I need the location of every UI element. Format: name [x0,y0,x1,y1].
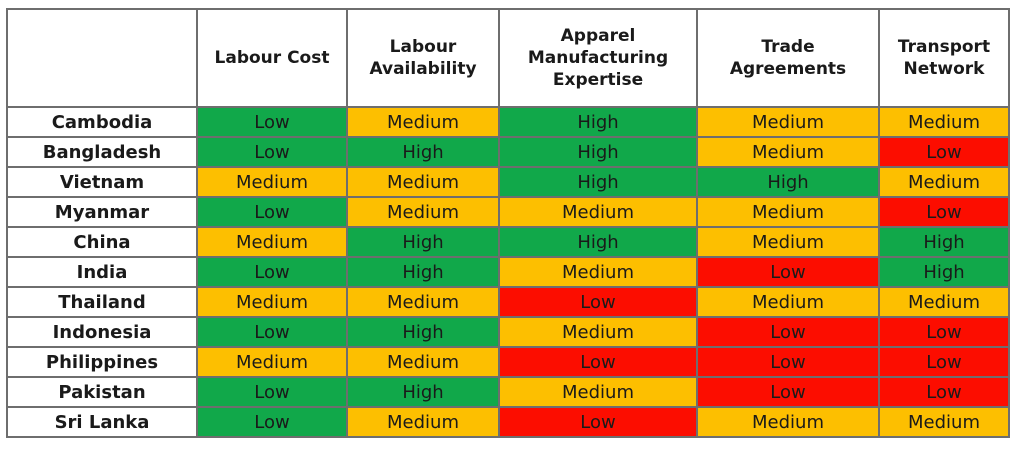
rating-cell: Low [498,286,698,318]
rating-cell: Low [696,376,880,408]
rating-cell: High [346,256,500,288]
row-country-label: Sri Lanka [6,406,198,438]
rating-cell: Medium [346,406,500,438]
table-row: China Medium High High Medium High [6,226,1010,258]
rating-cell: High [346,376,500,408]
rating-cell: Low [196,196,348,228]
rating-cell: Low [196,376,348,408]
comparison-table-container: Labour Cost Labour Availability Apparel Manu… [6,8,1010,438]
rating-cell: Medium [696,226,880,258]
rating-cell: Medium [196,166,348,198]
column-header-line: Network [903,59,985,79]
corner-cell [6,8,198,108]
column-header-line: Apparel [560,26,636,46]
column-header: Transport Network [878,8,1010,108]
table-row: Thailand Medium Medium Low Medium Medium [6,286,1010,318]
rating-cell: Low [196,256,348,288]
rating-cell: Medium [196,286,348,318]
rating-cell: High [498,226,698,258]
column-header: Trade Agreements [696,8,880,108]
rating-cell: Medium [878,106,1010,138]
rating-cell: Medium [696,286,880,318]
table-row: Indonesia Low High Medium Low Low [6,316,1010,348]
column-header-line: Trade [761,37,815,57]
rating-cell: High [878,256,1010,288]
column-header: Labour Cost [196,8,348,108]
table-row: Vietnam Medium Medium High High Medium [6,166,1010,198]
table-row: Cambodia Low Medium High Medium Medium [6,106,1010,138]
rating-cell: Medium [878,406,1010,438]
column-header: Labour Availability [346,8,500,108]
rating-cell: Low [696,346,880,378]
rating-cell: Medium [346,196,500,228]
row-country-label: Cambodia [6,106,198,138]
rating-cell: Low [878,346,1010,378]
row-country-label: Myanmar [6,196,198,228]
table-body: Cambodia Low Medium High Medium Medium Banglad… [6,106,1010,438]
rating-cell: Low [696,256,880,288]
rating-cell: Medium [498,196,698,228]
rating-cell: Low [196,316,348,348]
header-row: Labour Cost Labour Availability Apparel Manu… [6,8,1010,108]
rating-cell: Low [878,376,1010,408]
rating-cell: Low [196,106,348,138]
column-header-line: Manufacturing [527,48,669,68]
table-row: Philippines Medium Medium Low Low Low [6,346,1010,378]
rating-cell: Medium [498,256,698,288]
row-country-label: Pakistan [6,376,198,408]
rating-cell: Medium [346,286,500,318]
column-header-line: Expertise [552,70,644,90]
table-row: Myanmar Low Medium Medium Medium Low [6,196,1010,228]
table-row: Pakistan Low High Medium Low Low [6,376,1010,408]
rating-cell: High [346,136,500,168]
rating-cell: Medium [878,286,1010,318]
rating-cell: Low [498,406,698,438]
column-header: Apparel Manufacturing Expertise [498,8,698,108]
country-comparison-table: Labour Cost Labour Availability Apparel Manu… [6,8,1010,438]
rating-cell: High [696,166,880,198]
rating-cell: Medium [696,196,880,228]
rating-cell: Medium [696,106,880,138]
rating-cell: Medium [196,346,348,378]
row-country-label: India [6,256,198,288]
rating-cell: Medium [196,226,348,258]
row-country-label: Philippines [6,346,198,378]
rating-cell: Medium [696,406,880,438]
rating-cell: High [498,136,698,168]
row-country-label: China [6,226,198,258]
rating-cell: Low [196,406,348,438]
rating-cell: High [498,166,698,198]
row-country-label: Thailand [6,286,198,318]
rating-cell: Low [878,316,1010,348]
rating-cell: Medium [346,166,500,198]
rating-cell: Medium [346,106,500,138]
rating-cell: Medium [346,346,500,378]
rating-cell: High [346,316,500,348]
table-row: India Low High Medium Low High [6,256,1010,288]
rating-cell: High [878,226,1010,258]
column-header-line: Labour Cost [214,48,330,68]
rating-cell: Low [196,136,348,168]
column-header-line: Labour [389,37,457,57]
rating-cell: High [346,226,500,258]
row-country-label: Vietnam [6,166,198,198]
row-country-label: Bangladesh [6,136,198,168]
rating-cell: Medium [878,166,1010,198]
rating-cell: High [498,106,698,138]
rating-cell: Medium [696,136,880,168]
rating-cell: Medium [498,376,698,408]
rating-cell: Medium [498,316,698,348]
column-header-line: Availability [369,59,477,79]
row-country-label: Indonesia [6,316,198,348]
rating-cell: Low [498,346,698,378]
table-row: Sri Lanka Low Medium Low Medium Medium [6,406,1010,438]
rating-cell: Low [878,136,1010,168]
column-header-line: Agreements [729,59,847,79]
column-header-line: Transport [897,37,991,57]
rating-cell: Low [696,316,880,348]
rating-cell: Low [878,196,1010,228]
table-row: Bangladesh Low High High Medium Low [6,136,1010,168]
